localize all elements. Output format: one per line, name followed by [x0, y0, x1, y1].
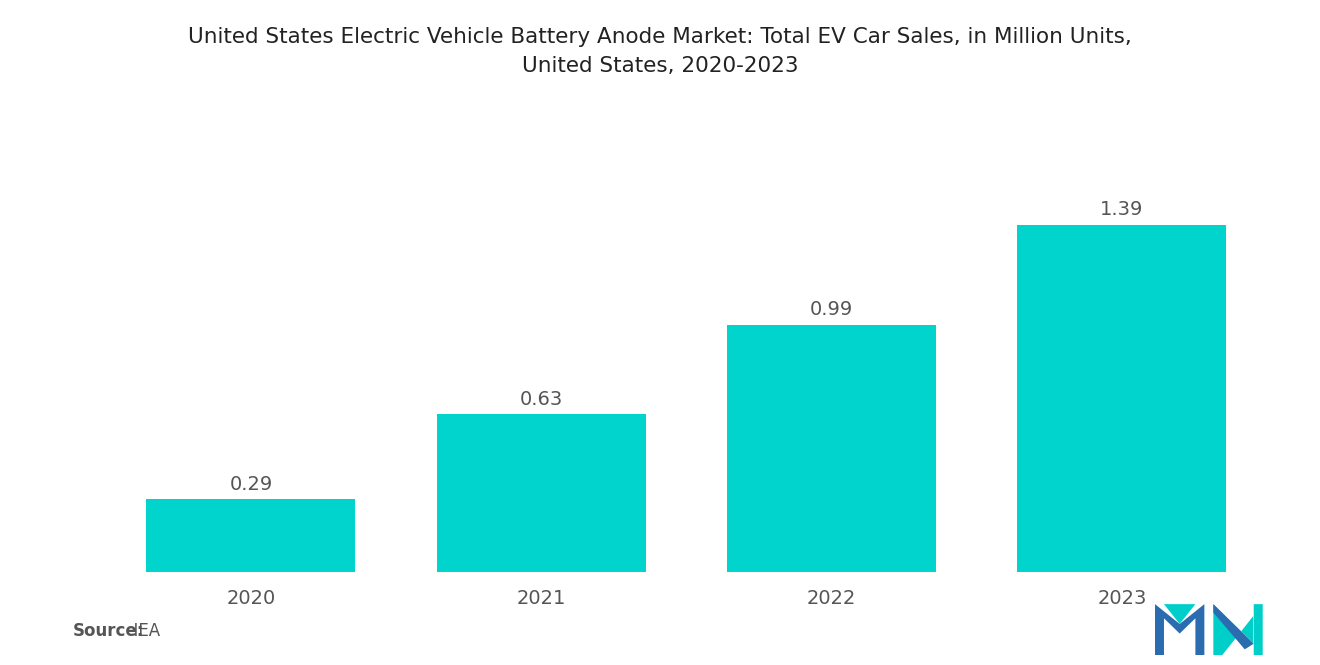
Polygon shape [1213, 604, 1263, 655]
Bar [437, 414, 645, 572]
Polygon shape [1213, 604, 1254, 649]
Text: 0.63: 0.63 [520, 390, 562, 409]
Text: IEA: IEA [123, 622, 160, 640]
Text: United States Electric Vehicle Battery Anode Market: Total EV Car Sales, in Mill: United States Electric Vehicle Battery A… [189, 27, 1131, 76]
Text: 0.99: 0.99 [810, 300, 853, 319]
Polygon shape [1155, 604, 1204, 655]
Bar [147, 499, 355, 572]
Bar [1018, 225, 1226, 572]
Text: 1.39: 1.39 [1100, 200, 1143, 219]
Bar [727, 325, 936, 572]
Polygon shape [1164, 604, 1196, 624]
Text: Source:: Source: [73, 622, 144, 640]
Text: 0.29: 0.29 [230, 475, 272, 494]
